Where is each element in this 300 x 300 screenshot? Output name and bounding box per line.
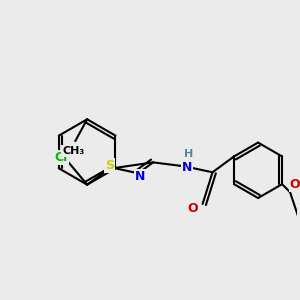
- Text: CH₃: CH₃: [62, 146, 84, 156]
- Text: N: N: [182, 161, 192, 174]
- Text: N: N: [135, 170, 146, 183]
- Text: H: H: [184, 149, 194, 160]
- Text: O: O: [290, 178, 300, 191]
- Text: O: O: [188, 202, 198, 215]
- Text: Cl: Cl: [55, 152, 68, 164]
- Text: S: S: [105, 159, 114, 172]
